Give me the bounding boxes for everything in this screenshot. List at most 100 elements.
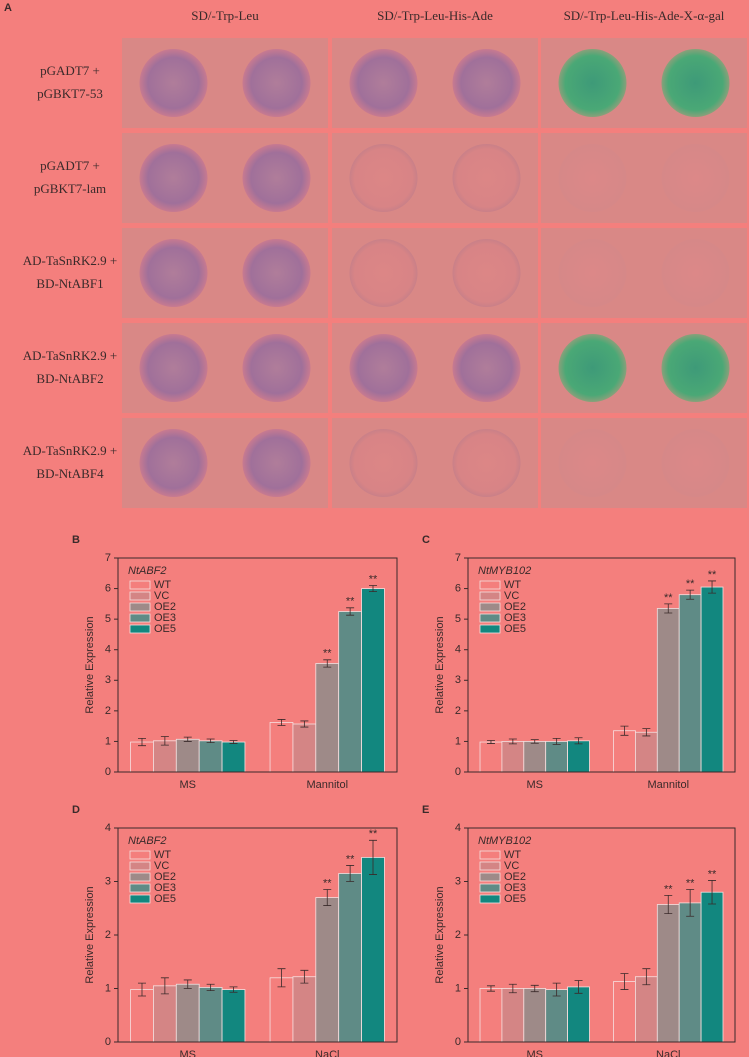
plot-frame: [467, 557, 736, 773]
yeast-spot: [661, 144, 730, 212]
row-label: pGADT7 +: [40, 63, 100, 78]
y-tick-label: 4: [105, 644, 111, 656]
y-tick-label: 0: [105, 766, 111, 778]
y-tick-label: 4: [105, 822, 111, 834]
plot-frame: [117, 827, 398, 1043]
column-header: SD/-Trp-Leu: [191, 8, 259, 23]
plot-frame: [117, 557, 398, 773]
legend-label: OE5: [504, 623, 526, 635]
error-bar: [686, 889, 695, 917]
legend-label: OE2: [154, 601, 176, 613]
panel-label: D: [72, 804, 80, 816]
bar: [361, 588, 385, 773]
legend-label: OE3: [504, 612, 526, 624]
bar: [501, 741, 525, 773]
y-axis-label: Relative Expression: [84, 886, 96, 983]
row-label: pGBKT7-53: [37, 86, 103, 101]
y-tick-label: 7: [455, 552, 461, 564]
significance-label: **: [686, 578, 695, 590]
column-header: SD/-Trp-Leu-His-Ade-X-α-gal: [564, 8, 725, 23]
error-bar: [664, 895, 673, 914]
error-bar: [486, 740, 495, 744]
yeast-spot: [242, 144, 311, 212]
bar: [635, 976, 658, 1043]
error-bar: [552, 982, 561, 997]
y-tick-label: 2: [105, 929, 111, 941]
legend-swatch: [129, 580, 151, 590]
bar: [656, 904, 680, 1043]
error-bar: [323, 889, 332, 906]
y-tick-label: 5: [105, 613, 111, 625]
y-tick-label: 5: [455, 613, 461, 625]
legend-label: OE3: [154, 612, 176, 624]
legend-label: OE3: [154, 882, 176, 894]
bar: [269, 977, 294, 1043]
yeast-spot: [452, 49, 521, 117]
bar: [656, 608, 680, 773]
x-tick-label: MS: [527, 1049, 544, 1057]
legend-swatch: [479, 591, 501, 601]
y-tick-label: 0: [455, 1036, 461, 1048]
error-bar: [686, 589, 695, 600]
bar: [479, 988, 503, 1043]
row-label: AD-TaSnRK2.9 +: [23, 443, 118, 458]
plot-frame: [467, 827, 736, 1043]
legend-swatch: [479, 883, 501, 893]
y-tick-label: 7: [105, 552, 111, 564]
legend-swatch: [129, 602, 151, 612]
error-bar: [160, 977, 169, 995]
legend-swatch: [129, 883, 151, 893]
yeast-spot: [452, 334, 521, 402]
bar: [292, 976, 317, 1043]
significance-label: **: [664, 592, 673, 604]
error-bar: [137, 737, 146, 747]
x-tick-label: NaCl: [315, 1049, 339, 1057]
significance-label: **: [369, 573, 378, 585]
significance-label: **: [323, 877, 332, 889]
chart-title: NtMYB102: [478, 565, 531, 577]
error-bar: [574, 737, 583, 745]
y-tick-label: 1: [455, 982, 461, 994]
x-tick-label: MS: [180, 1049, 197, 1057]
column-header: SD/-Trp-Leu-His-Ade: [377, 8, 493, 23]
y-tick-label: 2: [105, 705, 111, 717]
legend-label: OE2: [154, 871, 176, 883]
yeast-spot: [661, 429, 730, 497]
yeast-spot: [242, 429, 311, 497]
error-bar: [486, 985, 495, 992]
chart-title: NtMYB102: [478, 835, 531, 847]
y-tick-label: 3: [105, 875, 111, 887]
y-tick-label: 6: [455, 582, 461, 594]
bar: [635, 731, 658, 773]
error-bar: [620, 725, 629, 736]
bar: [198, 987, 223, 1043]
bar: [153, 985, 177, 1043]
y-tick-label: 0: [105, 1036, 111, 1048]
legend-swatch: [479, 872, 501, 882]
bar: [269, 722, 294, 773]
bar: [221, 741, 246, 773]
error-bar: [300, 720, 309, 728]
panel-label: E: [422, 804, 429, 816]
yeast-spot: [452, 144, 521, 212]
yeast-spot: [139, 49, 208, 117]
error-bar: [206, 738, 215, 744]
row-label: AD-TaSnRK2.9 +: [23, 348, 118, 363]
legend-label: VC: [504, 590, 519, 602]
x-tick-label: MS: [180, 779, 197, 791]
yeast-spot: [349, 144, 418, 212]
y-tick-label: 2: [455, 705, 461, 717]
row-label: BD-NtABF1: [36, 276, 103, 291]
legend-swatch: [129, 861, 151, 871]
significance-label: **: [346, 596, 355, 608]
significance-label: **: [708, 569, 717, 581]
bar: [523, 988, 547, 1043]
y-tick-label: 3: [455, 674, 461, 686]
x-tick-label: MS: [527, 779, 544, 791]
row-label: AD-TaSnRK2.9 +: [23, 253, 118, 268]
bar: [678, 902, 702, 1043]
y-tick-label: 1: [105, 982, 111, 994]
yeast-spot: [139, 334, 208, 402]
error-bar: [277, 719, 286, 726]
bar: [700, 891, 724, 1043]
